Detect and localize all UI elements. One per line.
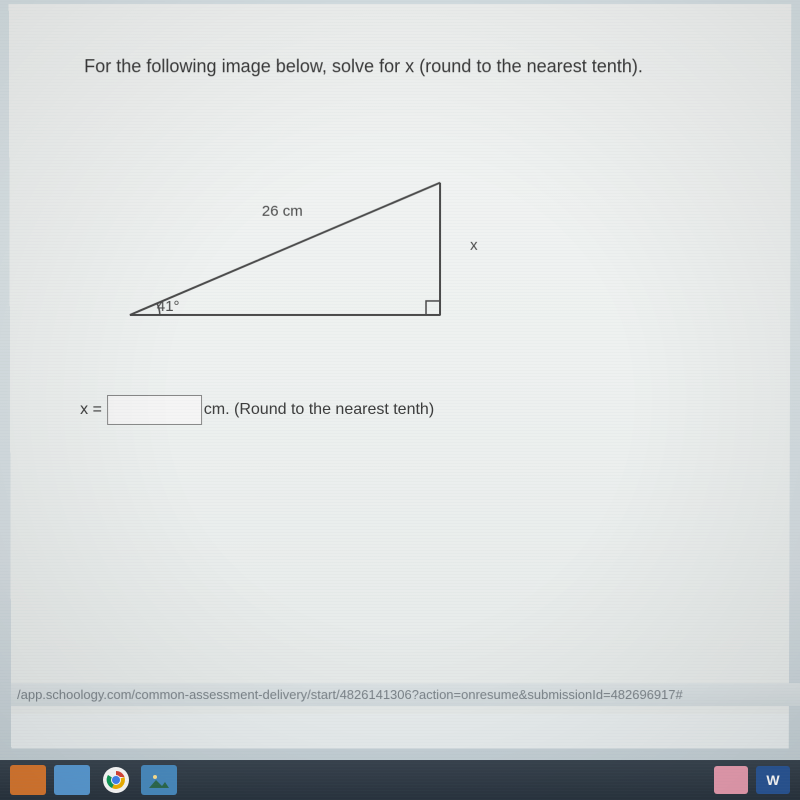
hypotenuse-label: 26 cm	[262, 203, 303, 220]
pink-app-icon[interactable]	[714, 766, 748, 794]
monitor-viewport: For the following image below, solve for…	[9, 4, 792, 749]
answer-input[interactable]	[107, 395, 202, 425]
chrome-svg	[103, 767, 129, 793]
opposite-side-label: x	[470, 237, 478, 254]
right-angle-icon	[426, 301, 440, 315]
word-icon-letter: W	[766, 772, 779, 788]
photo-of-screen: For the following image below, solve for…	[0, 0, 800, 800]
word-icon[interactable]: W	[756, 766, 790, 794]
answer-suffix: cm. (Round to the nearest tenth)	[204, 401, 434, 419]
url-status-text: /app.schoology.com/common-assessment-del…	[11, 683, 800, 706]
answer-row: x = cm. (Round to the nearest tenth)	[80, 395, 434, 425]
photos-icon[interactable]	[141, 765, 177, 795]
powerpoint-icon[interactable]	[10, 765, 46, 795]
answer-prefix: x =	[80, 401, 102, 419]
question-prompt: For the following image below, solve for…	[84, 56, 643, 77]
photos-svg	[149, 772, 169, 788]
windows-taskbar: W	[0, 760, 800, 800]
angle-label: 41°	[157, 298, 180, 315]
chrome-icon[interactable]	[103, 767, 129, 793]
folder-icon[interactable]	[54, 765, 90, 795]
assessment-page: For the following image below, solve for…	[9, 4, 792, 714]
